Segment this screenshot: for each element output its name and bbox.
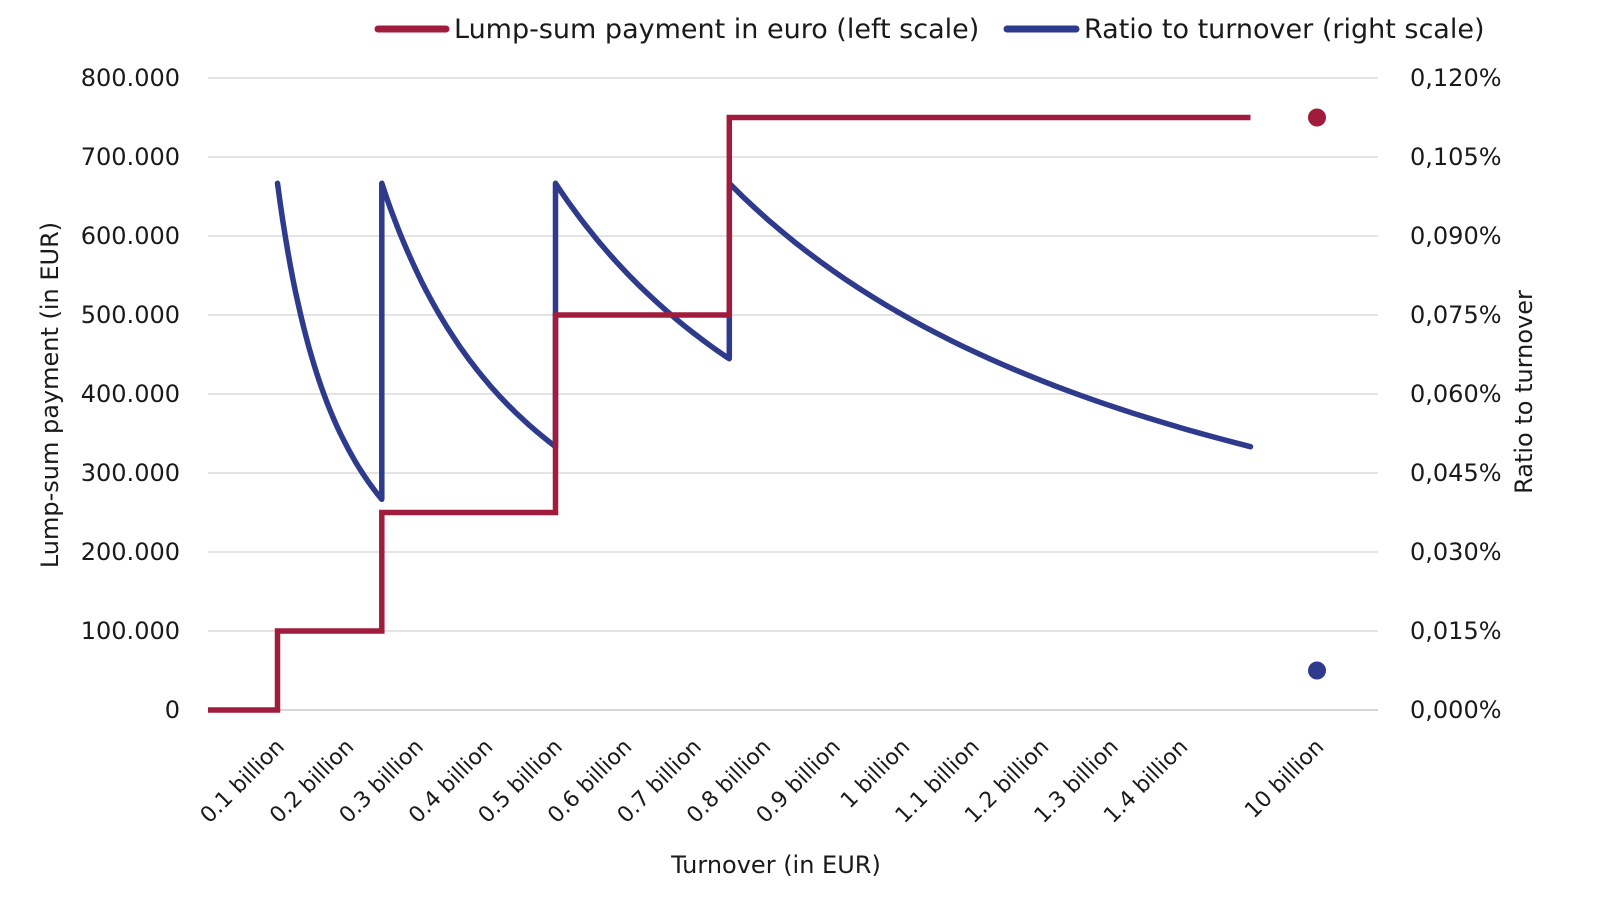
right-tick-label: 0,075% — [1410, 301, 1502, 329]
right-tick-label: 0,000% — [1410, 696, 1502, 724]
right-tick-label: 0,120% — [1410, 64, 1502, 92]
right-tick-label: 0,060% — [1410, 380, 1502, 408]
x-axis-title: Turnover (in EUR) — [670, 851, 881, 879]
right-tick-label: 0,105% — [1410, 143, 1502, 171]
left-axis-title: Lump-sum payment (in EUR) — [36, 222, 64, 568]
left-tick-label: 400.000 — [81, 380, 180, 408]
right-tick-label: 0,045% — [1410, 459, 1502, 487]
right-axis-title: Ratio to turnover — [1510, 290, 1538, 494]
left-tick-label: 600.000 — [81, 222, 180, 250]
series-layer — [208, 108, 1326, 713]
left-tick-label: 0 — [165, 696, 180, 724]
x-tick-label: 10 billion — [1240, 735, 1329, 824]
left-axis-ticks: 0 100.000 200.000 300.000 400.000 500.000 600.… — [81, 64, 180, 724]
left-tick-label: 100.000 — [81, 617, 180, 645]
left-tick-label: 200.000 — [81, 538, 180, 566]
right-tick-label: 0,030% — [1410, 538, 1502, 566]
ratio-to-turnover-line — [274, 180, 1254, 503]
right-tick-label: 0,090% — [1410, 222, 1502, 250]
ratio-point-10-billion — [1308, 661, 1326, 680]
legend-label-ratio: Ratio to turnover (right scale) — [1084, 14, 1484, 45]
left-tick-label: 500.000 — [81, 301, 180, 329]
right-tick-label: 0,015% — [1410, 617, 1502, 645]
left-tick-label: 700.000 — [81, 143, 180, 171]
right-axis-ticks: 0,000% 0,015% 0,030% 0,045% 0,060% 0,075% 0,09… — [1410, 64, 1502, 724]
left-tick-label: 300.000 — [81, 459, 180, 487]
legend: Lump-sum payment in euro (left scale) Ra… — [374, 14, 1484, 45]
left-tick-label: 800.000 — [81, 64, 180, 92]
lump-sum-point-10-billion — [1308, 108, 1326, 127]
legend-label-lump-sum: Lump-sum payment in euro (left scale) — [454, 14, 979, 45]
lump-sum-payment-line — [208, 114, 1251, 713]
